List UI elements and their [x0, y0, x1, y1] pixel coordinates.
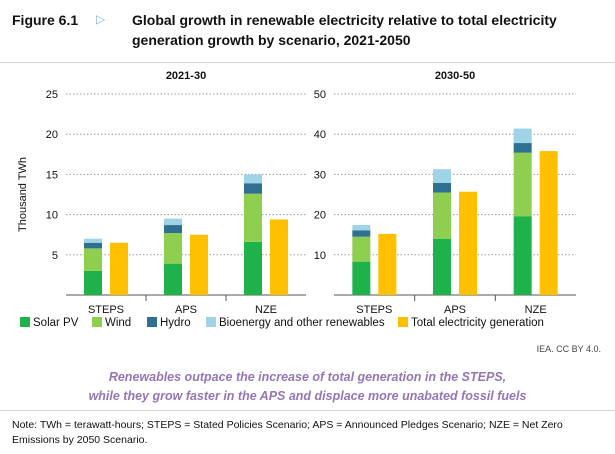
bar-segment-2021-30-NZE-solar-pv	[244, 241, 262, 295]
y-tick-label-2021-30-20: 20	[46, 129, 58, 141]
x-tick-label-2030-50-NZE: NZE	[525, 304, 547, 316]
source-credit: IEA. CC BY 4.0.	[536, 344, 601, 354]
x-tick-label-2030-50-STEPS: STEPS	[356, 304, 392, 316]
bar-segment-2021-30-NZE-bioenergy-and-other-renewables	[244, 174, 262, 184]
bar-segment-2030-50-NZE-bioenergy-and-other-renewables	[513, 128, 532, 144]
legend-swatch-total-electricity-generation	[398, 317, 408, 327]
y-tick-label-2021-30-10: 10	[46, 210, 58, 222]
y-tick-label-2030-50-10: 10	[314, 250, 326, 262]
y-tick-label-2030-50-20: 20	[314, 210, 326, 222]
bar-segment-2030-50-STEPS-hydro	[352, 230, 371, 237]
bar-segment-2021-30-APS-bioenergy-and-other-renewables	[164, 218, 182, 226]
bar-total-2030-50-APS	[459, 191, 477, 295]
figure-note: Note: TWh = terawatt-hours; STEPS = Stat…	[12, 419, 563, 446]
bar-total-2030-50-NZE	[539, 151, 558, 295]
legend-swatch-solar-pv	[20, 317, 30, 327]
legend-swatch-wind	[92, 317, 102, 327]
y-tick-label-2021-30-5: 5	[52, 250, 58, 262]
figure-caption: Renewables outpace the increase of total…	[40, 368, 575, 406]
bar-total-2030-50-STEPS	[378, 233, 397, 295]
y-axis-label: Thousand TWh	[17, 157, 29, 232]
bar-segment-2021-30-APS-hydro	[164, 225, 182, 234]
bar-segment-2021-30-NZE-wind	[244, 193, 262, 242]
x-tick-label-2021-30-STEPS: STEPS	[88, 304, 124, 316]
figure-arrow-icon: ▷	[96, 12, 106, 26]
figure-header: Figure 6.1 ▷ Global growth in renewable …	[0, 0, 615, 62]
bar-total-2021-30-STEPS	[110, 242, 128, 295]
y-tick-label-2030-50-50: 50	[314, 89, 326, 101]
panel-title-2021-30: 2021-30	[166, 70, 206, 82]
bar-segment-2021-30-STEPS-bioenergy-and-other-renewables	[84, 238, 102, 243]
legend-swatch-bioenergy-and-other-renewables	[206, 317, 216, 327]
y-tick-label-2030-50-30: 30	[314, 169, 326, 181]
bar-segment-2021-30-STEPS-hydro	[84, 242, 102, 249]
bar-segment-2030-50-APS-wind	[433, 192, 451, 239]
bar-segment-2030-50-APS-bioenergy-and-other-renewables	[433, 169, 451, 183]
bar-segment-2021-30-STEPS-wind	[84, 248, 102, 271]
bar-segment-2030-50-APS-solar-pv	[433, 238, 451, 295]
bar-segment-2021-30-NZE-hydro	[244, 183, 262, 194]
legend-label-solar-pv: Solar PV	[33, 317, 79, 329]
panel-title-2030-50: 2030-50	[435, 70, 475, 82]
x-tick-label-2030-50-APS: APS	[444, 304, 466, 316]
figure-title: Global growth in renewable electricity r…	[132, 12, 557, 48]
bar-segment-2030-50-NZE-wind	[513, 152, 532, 217]
caption-line-1: Renewables outpace the increase of total…	[108, 370, 507, 384]
bar-segment-2021-30-APS-wind	[164, 233, 182, 264]
caption-line-2: while they grow faster in the APS and di…	[88, 389, 527, 403]
chart-area: 2021-30 5 10 15 20 25 STEPS APS NZE Thousand TWh 2…	[17, 70, 576, 329]
bar-segment-2030-50-STEPS-bioenergy-and-other-renewables	[352, 225, 371, 231]
bar-segment-2030-50-STEPS-solar-pv	[352, 261, 371, 295]
bar-segment-2021-30-APS-solar-pv	[164, 263, 182, 295]
legend-swatch-hydro	[147, 317, 157, 327]
bar-segment-2030-50-NZE-solar-pv	[513, 216, 532, 295]
footer-divider	[0, 410, 615, 411]
bar-total-2021-30-NZE	[270, 219, 288, 295]
y-tick-label-2030-50-40: 40	[314, 129, 326, 141]
figure-label: Figure 6.1	[12, 12, 79, 28]
x-tick-label-2021-30-NZE: NZE	[255, 304, 277, 316]
bar-segment-2021-30-STEPS-solar-pv	[84, 270, 102, 295]
header-divider	[0, 62, 615, 63]
y-tick-label-2021-30-25: 25	[46, 89, 58, 101]
x-tick-label-2021-30-APS: APS	[175, 304, 197, 316]
bar-segment-2030-50-NZE-hydro	[513, 143, 532, 153]
bar-segment-2030-50-APS-hydro	[433, 182, 451, 193]
y-tick-label-2021-30-15: 15	[46, 169, 58, 181]
legend-label-wind: Wind	[105, 317, 131, 329]
bar-total-2021-30-APS	[190, 234, 208, 295]
legend-label-total-electricity-generation: Total electricity generation	[411, 317, 544, 329]
legend-label-bioenergy-and-other-renewables: Bioenergy and other renewables	[219, 317, 385, 329]
legend-label-hydro: Hydro	[160, 317, 191, 329]
bar-segment-2030-50-STEPS-wind	[352, 236, 371, 262]
